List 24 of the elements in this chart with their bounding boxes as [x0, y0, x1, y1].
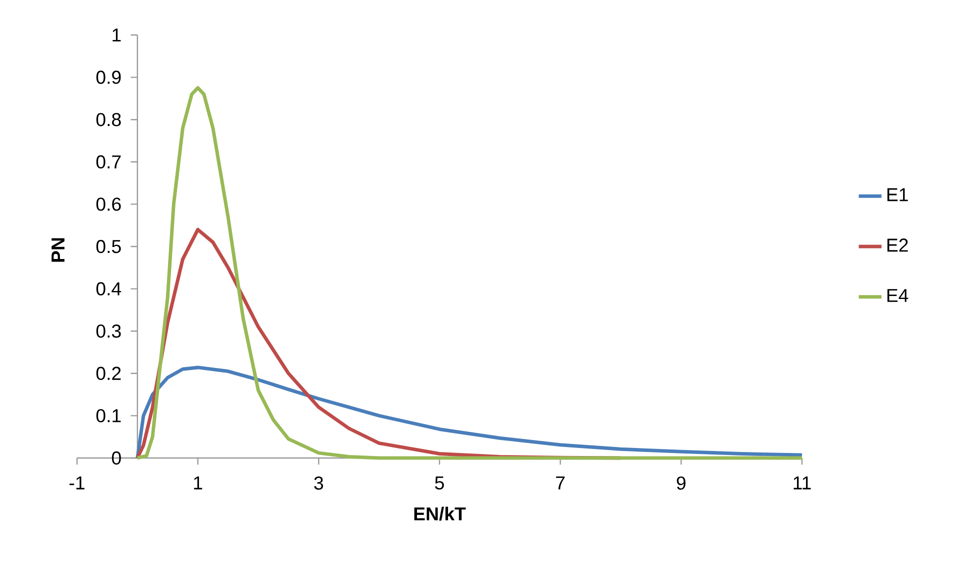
y-tick-label: 0.7	[96, 155, 121, 169]
y-tick-label: 0.4	[96, 282, 122, 296]
y-tick-label: 0.5	[96, 240, 121, 254]
x-tick-label: 3	[314, 476, 324, 490]
y-tick-label: 0.1	[96, 409, 121, 422]
x-tick-label: 9	[676, 476, 686, 490]
y-tick-label: 0.2	[96, 366, 121, 380]
y-axis-title: PN	[52, 238, 64, 262]
x-tick-label: 7	[556, 476, 565, 490]
x-tick-label: 1	[194, 476, 202, 490]
y-tick-label: 0.9	[96, 70, 121, 84]
y-tick-label: 1	[112, 28, 121, 42]
legend-label: E2	[887, 238, 908, 252]
x-tick-label: 5	[435, 476, 444, 490]
y-tick-label: 0	[112, 451, 121, 465]
x-tick-label: -1	[70, 476, 84, 490]
y-tick-label: 0.8	[96, 112, 121, 126]
x-tick-label: 11	[794, 476, 811, 490]
legend-label: E1	[887, 188, 908, 202]
legend-label: E4	[887, 289, 908, 302]
x-axis-title: EN/kT	[414, 506, 466, 521]
y-tick-label: 0.3	[96, 324, 121, 338]
y-tick-label: 0.6	[96, 198, 121, 211]
line-series	[136, 366, 804, 460]
